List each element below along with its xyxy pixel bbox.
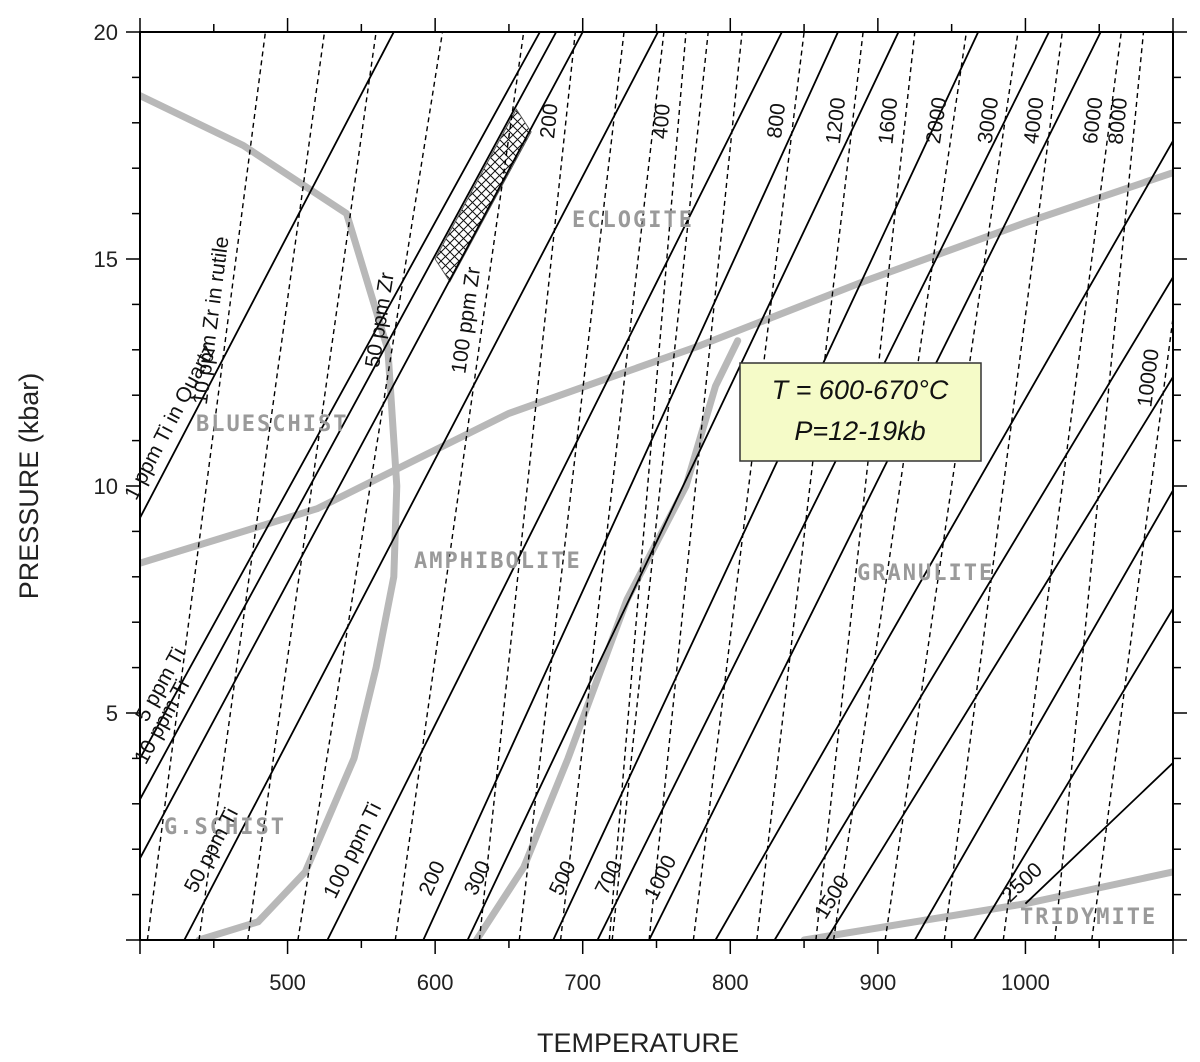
ti-isopleth	[973, 608, 1173, 940]
ti-isopleth	[140, 32, 541, 759]
ti-isopleth	[140, 32, 557, 800]
zr-isopleth	[1091, 317, 1173, 940]
y-tick-label: 15	[94, 247, 118, 272]
ti-isopleth	[914, 490, 1173, 940]
ti-in-quartz-isopleths	[140, 32, 1173, 940]
ti-isopleth	[140, 32, 584, 859]
facies-label-tridymite: TRIDYMITE	[1020, 905, 1157, 930]
x-tick-label: 900	[859, 970, 896, 995]
zr-isopleth	[756, 32, 864, 940]
pt-annotation-box: T = 600-670°C P=12-19kb	[739, 362, 982, 462]
ti-isopleth	[596, 32, 1050, 940]
annotation-temperature: T = 600-670°C	[772, 375, 949, 405]
zr-isopleth	[1054, 32, 1145, 940]
zr-isopleth	[943, 32, 1063, 940]
ti-isopleth	[1024, 762, 1173, 905]
zr-isopleth-label: 6000	[1079, 96, 1108, 145]
zr-isopleth	[884, 32, 1019, 940]
x-axis-title: TEMPERATURE	[537, 1028, 739, 1058]
zr-in-rutile-isopleths	[146, 32, 1173, 940]
facies-label-eclogite: ECLOGITE	[572, 208, 694, 233]
ti-isopleth-label: 1000	[640, 852, 681, 904]
facies-boundaries	[140, 92, 1173, 940]
y-tick-label: 10	[94, 474, 118, 499]
y-axis-title: PRESSURE (kbar)	[14, 373, 44, 600]
x-axis-ticks: 500 600 700 800 900 1000	[139, 18, 1174, 995]
zr-isopleth-label: 100 ppm Zr	[447, 266, 485, 376]
ti-isopleth	[183, 32, 659, 940]
zr-isopleth	[815, 32, 916, 940]
facies-label-blueschist: BLUESCHIST	[196, 412, 348, 437]
facies-boundary-blueschist-greenschist	[140, 92, 401, 940]
zr-isopleth	[611, 32, 709, 940]
ti-isopleth	[773, 276, 1173, 940]
zr-isopleth	[198, 32, 326, 940]
zr-isopleth	[146, 32, 267, 940]
facies-label-greenschist: G.SCHIST	[164, 815, 286, 840]
facies-boundary-amphibolite-eclogite	[140, 169, 1173, 567]
zr-isopleth-label: 800	[763, 102, 790, 140]
zr-isopleth-label: 200	[536, 102, 563, 139]
ti-isopleth	[552, 32, 980, 940]
facies-label-amphibolite: AMPHIBOLITE	[414, 549, 582, 574]
zr-isopleth	[648, 32, 743, 940]
zr-isopleth	[297, 32, 444, 940]
zr-isopleth	[608, 32, 687, 940]
zr-isopleth-label: 3000	[974, 96, 1004, 146]
ti-isopleth	[326, 32, 783, 940]
zr-isopleth	[559, 32, 665, 940]
plot-frame	[139, 31, 1174, 941]
y-tick-label: 20	[94, 20, 118, 45]
zr-isopleth-label: 400	[649, 103, 675, 140]
x-tick-label: 1000	[1001, 970, 1050, 995]
facies-boundary-amphibolite-granulite	[473, 337, 742, 940]
ti-isopleth	[466, 32, 900, 940]
ti-isopleth	[648, 32, 1102, 940]
zr-isopleth-label: 4000	[1020, 96, 1049, 145]
ti-isopleth	[140, 32, 395, 519]
zr-isopleth-label: 1600	[874, 97, 902, 146]
ti-isopleth	[714, 140, 1173, 940]
facies-label-granulite: GRANULITE	[857, 561, 994, 586]
annotation-pressure: P=12-19kb	[794, 416, 925, 446]
y-axis-ticks: 5 10 15 20	[94, 20, 1187, 941]
x-tick-label: 800	[712, 970, 749, 995]
x-tick-label: 500	[269, 970, 306, 995]
zr-isopleth	[692, 32, 805, 940]
x-tick-label: 700	[564, 970, 601, 995]
annotation-box	[739, 362, 982, 462]
zr-isopleth	[1002, 32, 1122, 940]
ti-isopleth-label: 1500	[810, 871, 854, 923]
y-tick-label: 5	[106, 701, 118, 726]
zr-isopleth	[478, 32, 576, 940]
zr-isopleth-label: 2000	[922, 96, 952, 146]
zr-isopleth-label: 8000	[1105, 97, 1132, 146]
ti-isopleth	[422, 32, 839, 940]
ti-isopleth	[825, 376, 1173, 940]
zr-isopleth	[518, 32, 625, 940]
zr-isopleth-label: 1200	[822, 96, 850, 145]
x-tick-label: 600	[417, 970, 454, 995]
